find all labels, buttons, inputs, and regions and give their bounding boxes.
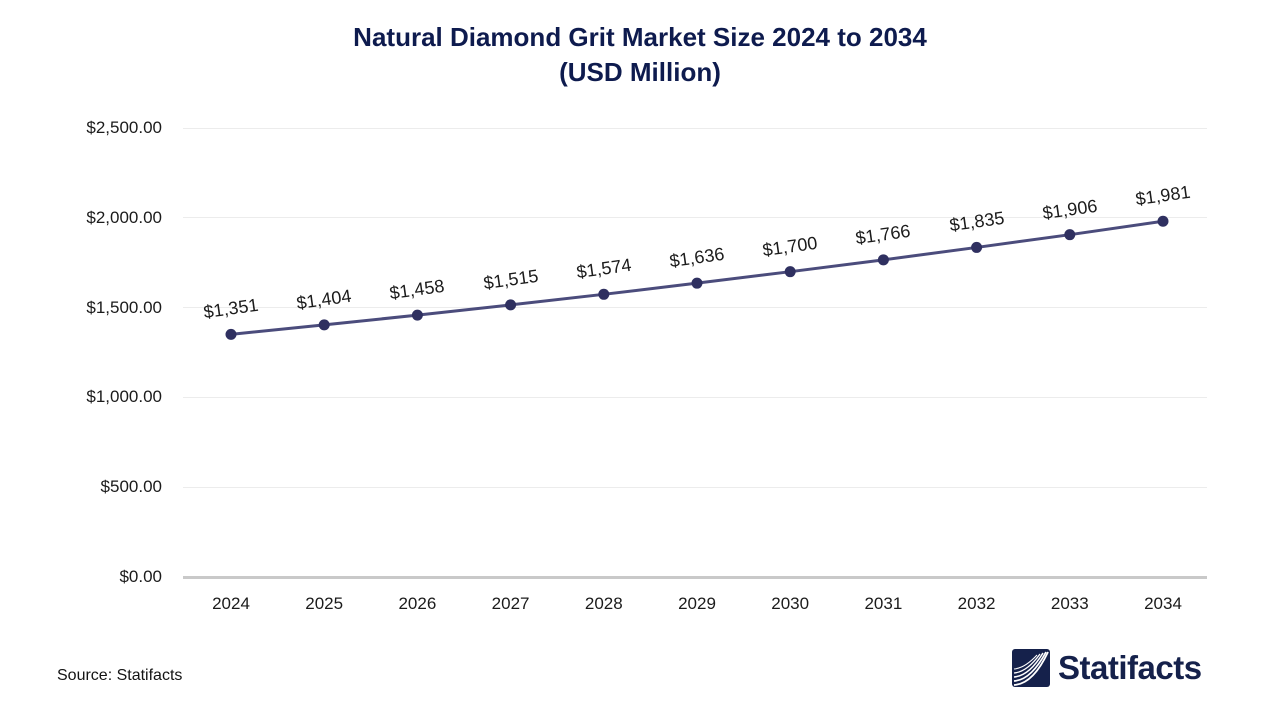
x-axis-tick-label: 2026 xyxy=(398,594,437,613)
data-point-marker xyxy=(877,254,889,266)
data-point-marker xyxy=(784,266,796,278)
y-axis-tick-label: $2,500.00 xyxy=(86,118,162,137)
data-point-marker xyxy=(225,328,237,340)
data-point-marker xyxy=(598,288,610,300)
y-axis-tick-label: $1,500.00 xyxy=(86,297,162,317)
y-axis-tick-label: $2,000.00 xyxy=(86,207,162,227)
gridline xyxy=(183,127,1207,129)
x-axis-tick-label: 2030 xyxy=(771,594,810,613)
x-axis-tick-label: 2034 xyxy=(1144,594,1182,613)
data-point-marker xyxy=(1064,229,1076,241)
gridline xyxy=(183,307,1207,309)
x-axis-tick-label: 2025 xyxy=(305,594,344,613)
brand-logo: Statifacts xyxy=(1012,649,1202,687)
data-point-marker xyxy=(318,319,330,331)
y-axis-tick-label: $500.00 xyxy=(100,477,162,497)
x-axis-tick-label: 2031 xyxy=(864,594,903,613)
waves-icon xyxy=(1012,649,1050,687)
y-axis-tick-label: $0.00 xyxy=(119,567,162,586)
x-axis-tick-label: 2028 xyxy=(584,594,623,613)
gridline xyxy=(183,486,1207,488)
gridline xyxy=(183,217,1207,219)
source-note: Source: Statifacts xyxy=(57,667,183,684)
data-point-marker xyxy=(1157,215,1169,227)
chart-title-line2: (USD Million) xyxy=(559,57,721,87)
y-axis-tick-label: $1,000.00 xyxy=(86,387,162,407)
brand-name: Statifacts xyxy=(1058,649,1202,686)
x-axis-line xyxy=(183,575,1207,579)
x-axis-tick-label: 2033 xyxy=(1050,594,1089,613)
x-axis-tick-label: 2029 xyxy=(678,594,716,613)
chart-title: Natural Diamond Grit Market Size 2024 to… xyxy=(0,20,1280,90)
data-point-marker xyxy=(971,241,983,253)
data-point-marker xyxy=(411,309,423,321)
x-axis-tick-label: 2024 xyxy=(212,594,250,613)
x-axis-tick-label: 2027 xyxy=(491,594,530,613)
x-axis-tick-label: 2032 xyxy=(957,594,996,613)
data-point-marker xyxy=(691,277,703,289)
gridline xyxy=(183,396,1207,398)
data-point-marker xyxy=(505,299,517,311)
chart-title-line1: Natural Diamond Grit Market Size 2024 to… xyxy=(353,22,927,52)
